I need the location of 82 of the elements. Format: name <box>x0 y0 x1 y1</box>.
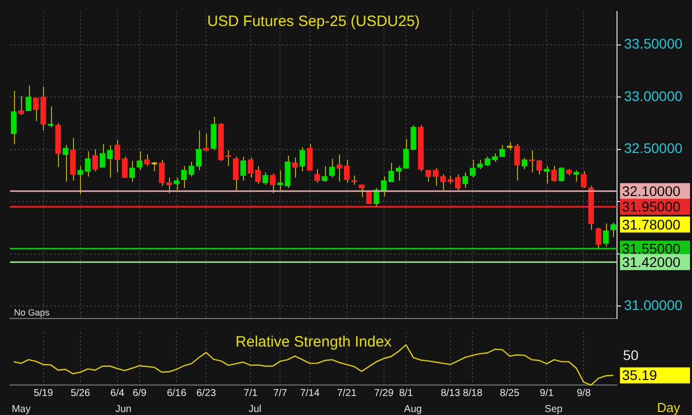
candlestick <box>596 227 602 250</box>
candlestick <box>499 144 506 158</box>
x-tick-label: 6/23 <box>196 388 216 399</box>
text: 50 <box>623 346 639 363</box>
candlestick <box>358 184 364 198</box>
candlestick <box>300 146 306 172</box>
text: 35.19 <box>622 367 658 384</box>
chart-title: USD Futures Sep-25 (USDU25) <box>207 13 420 30</box>
candlestick <box>329 158 335 178</box>
candlestick <box>10 90 17 145</box>
candlestick <box>514 144 520 182</box>
candlestick <box>114 139 120 173</box>
x-tick-label: 5/26 <box>70 388 90 399</box>
candlestick <box>292 157 298 178</box>
candlestick <box>462 172 468 188</box>
candlestick <box>558 166 564 182</box>
x-tick-label: 7/21 <box>337 388 357 399</box>
annotation: No Gaps <box>14 308 50 318</box>
ref-line-label: 31.55000 <box>622 240 681 256</box>
candlestick <box>551 166 557 182</box>
x-tick-label: 7/14 <box>300 388 320 399</box>
y-tick-label: 31.00000 <box>624 296 683 313</box>
x-tick-label: 8/25 <box>500 388 520 399</box>
candlestick <box>522 157 528 170</box>
candlestick <box>144 154 150 167</box>
text: Sep <box>544 404 563 415</box>
ref-line-label: 31.42000 <box>622 254 681 270</box>
text: Jul <box>248 404 262 415</box>
x-tick-label: 7/29 <box>374 388 394 399</box>
text: 31.78000 <box>622 216 681 232</box>
candlestick <box>344 159 350 184</box>
candlestick <box>33 98 39 122</box>
x-tick-label: 6/4 <box>110 388 125 399</box>
x-tick-label: 6/9 <box>132 388 147 399</box>
candlestick <box>77 166 84 195</box>
candlestick <box>84 150 91 177</box>
candlestick <box>158 159 165 186</box>
candlestick <box>425 170 432 182</box>
x-tick-label: 5/19 <box>34 388 54 399</box>
candlestick <box>470 159 476 178</box>
candlestick <box>18 96 24 116</box>
candlestick <box>603 223 609 247</box>
x-tick-label: 8/13 <box>440 388 461 399</box>
chart-title: Relative Strength Index <box>236 334 392 351</box>
candlestick <box>336 154 342 182</box>
candlestick <box>580 170 587 188</box>
candlestick <box>92 148 98 172</box>
candlestick <box>232 156 239 192</box>
candlestick <box>610 222 616 238</box>
x-tick-label: 8/18 <box>462 388 483 399</box>
text: Aug <box>404 404 422 415</box>
candlestick <box>314 168 320 184</box>
x-tick-label: 9/8 <box>576 388 592 399</box>
y-tick-label: 32.50000 <box>624 140 683 156</box>
candlestick <box>26 85 32 112</box>
text: May <box>12 404 31 415</box>
x-tick-label: 8/1 <box>399 388 414 399</box>
candlestick <box>122 156 128 178</box>
candlestick <box>536 159 542 175</box>
candlestick <box>196 130 202 171</box>
y-tick-label: 33.50000 <box>624 36 683 52</box>
x-tick-label: 7/7 <box>273 388 288 399</box>
candlestick <box>62 144 68 182</box>
x-tick-label: 6/16 <box>166 388 187 399</box>
candlestick <box>174 177 180 191</box>
candlestick <box>262 172 268 186</box>
y-tick-label: 33.00000 <box>624 88 683 104</box>
candlestick <box>136 150 142 171</box>
candlestick <box>366 190 372 204</box>
candlestick <box>240 156 246 182</box>
candlestick <box>152 161 158 172</box>
x-tick-label: 7/1 <box>244 388 258 399</box>
candlestick <box>388 162 394 182</box>
ref-line-label: 31.95000 <box>622 198 681 215</box>
ref-line-label: 32.10000 <box>622 182 681 199</box>
text: Jun <box>115 404 132 415</box>
text: Day <box>657 400 681 415</box>
candlestick <box>129 160 135 182</box>
candlestick <box>306 144 313 171</box>
candlestick <box>270 172 276 194</box>
x-tick-label: 9/1 <box>540 388 554 399</box>
candlestick <box>322 166 328 182</box>
